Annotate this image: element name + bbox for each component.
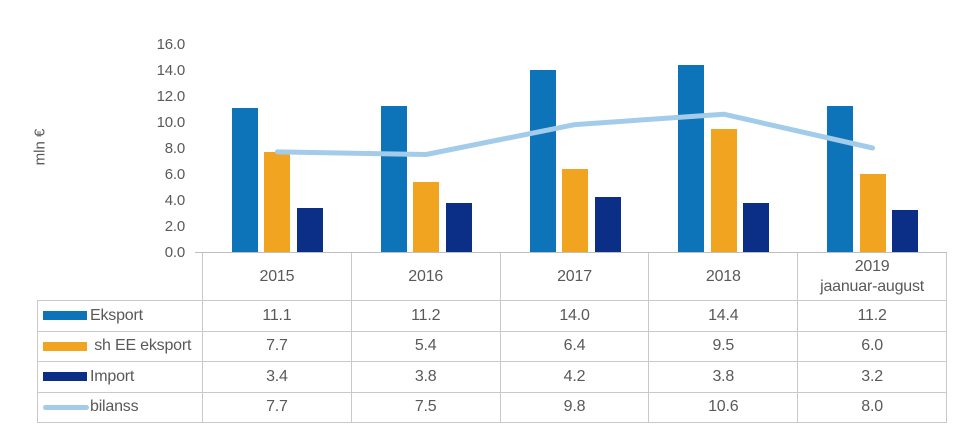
table-value-cell: 10.6	[649, 392, 799, 423]
legend-item-sh-ee-eksport: sh EE eksport	[37, 331, 203, 362]
bar-import-2018	[743, 202, 770, 252]
legend-item-import: Import	[37, 362, 203, 393]
bar-import-2016	[445, 202, 472, 252]
legend-label: bilanss	[90, 398, 139, 416]
y-axis-tick-label: 10.0	[156, 114, 186, 131]
table-value-cell: 3.2	[798, 362, 947, 393]
table-value-cell: 11.2	[351, 301, 501, 332]
table-value-cell: 14.4	[649, 301, 799, 332]
y-axis-tick-label: 0.0	[164, 244, 185, 261]
table-value-cell: 3.8	[649, 362, 799, 393]
y-axis: 16.0 14.0 12.0 10.0 8.0 6.0 4.0 2.0 0.0	[0, 0, 186, 261]
y-axis-tick-label: 16.0	[156, 36, 186, 53]
table-header-2016: 2016	[351, 253, 501, 301]
eksport-swatch-icon	[43, 311, 87, 321]
table-value-cell: 7.7	[203, 392, 352, 423]
y-axis-tick-label: 6.0	[164, 166, 185, 183]
y-axis-tick-label: 14.0	[156, 62, 186, 79]
table-value-cell: 3.8	[351, 362, 501, 393]
bilanss-line-swatch-icon	[43, 404, 89, 410]
data-table: 2015 2016 2017 2018 2019 jaanuar-august …	[37, 253, 947, 423]
y-axis-tick-label: 4.0	[164, 192, 185, 209]
legend-label: Import	[90, 367, 135, 385]
legend-item-bilanss: bilanss	[37, 392, 203, 423]
bar-import-2019	[892, 210, 919, 252]
y-axis-tick-label: 8.0	[164, 140, 185, 157]
table-header-2015: 2015	[203, 253, 352, 301]
table-value-cell: 9.8	[500, 392, 650, 423]
table-value-cell: 6.4	[500, 331, 650, 362]
sh-ee-eksport-swatch-icon	[43, 341, 87, 351]
table-value-cell: 9.5	[649, 331, 799, 362]
table-value-cell: 8.0	[798, 392, 947, 423]
import-swatch-icon	[43, 372, 87, 382]
legend-label: Eksport	[90, 306, 143, 324]
bar-sh-ee-eksport-2017	[562, 168, 588, 252]
plot-area	[203, 0, 947, 252]
bar-eksport-2015	[231, 107, 258, 252]
table-value-cell: 7.7	[203, 331, 352, 362]
bar-sh-ee-eksport-2016	[413, 181, 440, 252]
bar-eksport-2018	[678, 64, 705, 252]
y-axis-tick-label: 12.0	[156, 88, 186, 105]
table-corner-cell	[37, 253, 203, 301]
legend-item-eksport: Eksport	[37, 301, 203, 332]
table-header-2019: 2019 jaanuar-august	[798, 253, 947, 301]
x-axis-line	[195, 252, 947, 253]
table-value-cell: 4.2	[500, 362, 650, 393]
table-value-cell: 3.4	[203, 362, 352, 393]
table-value-cell: 5.4	[351, 331, 501, 362]
table-value-cell: 14.0	[500, 301, 650, 332]
bilanss-line	[274, 111, 876, 157]
bar-eksport-2017	[529, 70, 556, 252]
table-value-cell: 6.0	[798, 331, 947, 362]
bar-eksport-2019	[827, 106, 854, 252]
table-value-cell: 11.1	[203, 301, 352, 332]
bar-eksport-2016	[380, 106, 407, 252]
bar-sh-ee-eksport-2015	[264, 151, 291, 252]
bar-sh-ee-eksport-2018	[710, 128, 737, 252]
bar-import-2015	[296, 207, 323, 252]
bar-sh-ee-eksport-2019	[859, 174, 886, 252]
table-value-cell: 11.2	[798, 301, 947, 332]
y-axis-tick-label: 2.0	[164, 218, 185, 235]
bar-import-2017	[594, 197, 621, 252]
table-header-2017: 2017	[500, 253, 650, 301]
table-value-cell: 7.5	[351, 392, 501, 423]
legend-label: sh EE eksport	[90, 337, 192, 355]
table-header-2018: 2018	[649, 253, 799, 301]
